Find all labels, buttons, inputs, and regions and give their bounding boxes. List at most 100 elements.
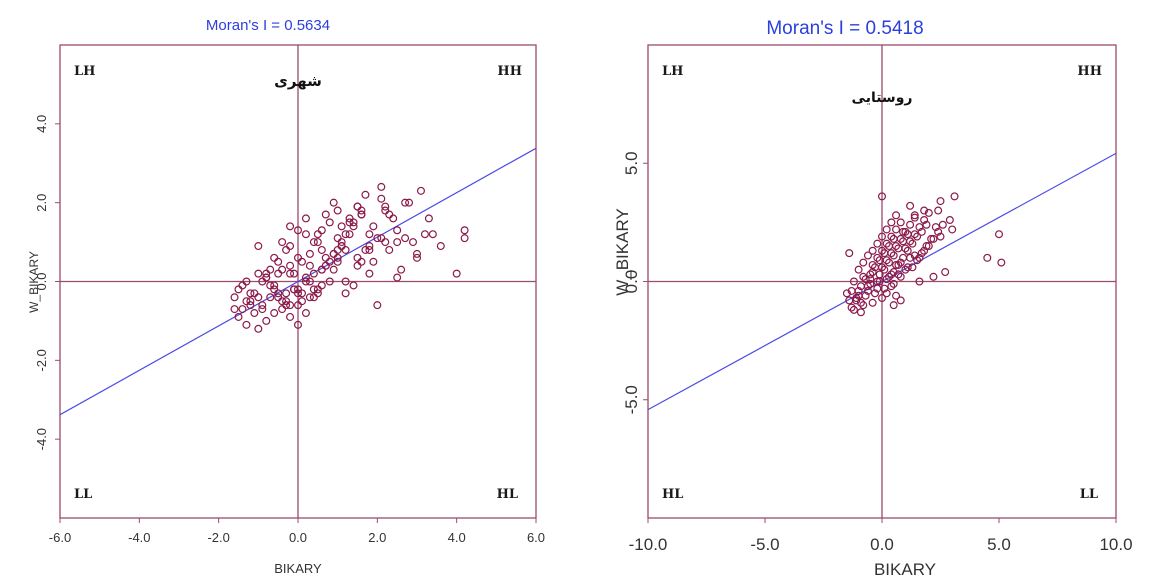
scatter-plot-1: Moran's I = 0.5634 شهری LH HH LL HL -6.0 -4.0 -2… [27,17,545,576]
data-point [389,214,398,223]
data-point [321,210,330,219]
y-tick-label: -5.0 [622,385,641,414]
data-point [365,230,374,239]
data-point [305,293,314,302]
data-point [294,320,303,329]
data-point [317,281,326,290]
data-point [945,216,954,225]
data-point [882,239,891,248]
data-point [906,201,915,210]
y-axis-label: W_BIKARY [613,208,632,296]
data-point [887,282,896,291]
data-point [896,296,905,305]
data-point [333,206,342,215]
data-point [297,257,306,266]
data-point [341,289,350,298]
data-point [373,234,382,243]
data-point [847,303,856,312]
data-point [870,263,879,272]
data-point [917,249,926,258]
data-point [325,277,334,286]
data-point [305,249,314,258]
data-point [393,226,402,235]
data-point [936,232,945,241]
data-point [859,272,868,281]
data-point [873,277,882,286]
data-point [896,258,905,267]
data-point [887,218,896,227]
data-point [321,261,330,270]
data-point [317,245,326,254]
data-point [863,282,872,291]
data-point [931,223,940,232]
y-tick-label: -4.0 [34,428,49,450]
data-point [903,263,912,272]
data-point [852,296,861,305]
data-point [938,220,947,229]
data-point [863,286,872,295]
data-point [274,269,283,278]
data-point [420,230,429,239]
y-tick-label: 0.0 [34,272,49,290]
data-point [301,230,310,239]
data-point [875,270,884,279]
data-point [849,277,858,286]
data-point [997,258,1006,267]
data-point [910,211,919,220]
quadrant-label-top-left: LH [74,64,95,79]
data-point [845,249,854,258]
data-point [934,206,943,215]
data-point [377,182,386,191]
y-tick-label: 5.0 [622,151,641,175]
quadrant-label-bottom-right: HL [497,487,518,502]
data-point [896,272,905,281]
data-point [887,232,896,241]
data-point [861,291,870,300]
data-point [405,198,414,207]
data-point [885,242,894,251]
data-point [929,234,938,243]
data-point [286,242,295,251]
data-point [254,324,263,333]
quadrant-label-bottom-left: HL [662,487,683,502]
data-point [313,230,322,239]
data-point [889,234,898,243]
x-tick-label: 5.0 [987,535,1011,554]
x-tick-label: 0.0 [289,530,307,545]
data-point [870,289,879,298]
y-tick-label: -2.0 [34,349,49,371]
data-point [409,238,418,247]
x-tick-label: -5.0 [750,535,779,554]
chart-title: Moran's I = 0.5634 [206,17,330,34]
data-point [856,308,865,317]
data-point [922,242,931,251]
data-point [915,253,924,262]
data-point [920,246,929,255]
data-point [948,225,957,234]
data-point [345,230,354,239]
data-point [294,289,303,298]
data-point [882,225,891,234]
data-point [910,213,919,222]
data-point [460,234,469,243]
x-axis-label: BIKARY [274,561,322,576]
x-tick-label: 10.0 [1099,535,1132,554]
data-point [397,265,406,274]
data-point [301,273,310,282]
data-point [941,268,950,277]
chart-subtitle: روستایی [852,90,913,106]
data-point [266,293,275,302]
data-point [262,269,271,278]
data-point [936,197,945,206]
data-point [270,281,279,290]
data-point [286,261,295,270]
data-point [270,309,279,318]
data-point [337,242,346,251]
data-point [246,297,255,306]
data-point [254,269,263,278]
data-point [863,251,872,260]
data-point [436,242,445,251]
data-point [873,239,882,248]
y-axis-label: W_BIKARY [27,251,41,313]
